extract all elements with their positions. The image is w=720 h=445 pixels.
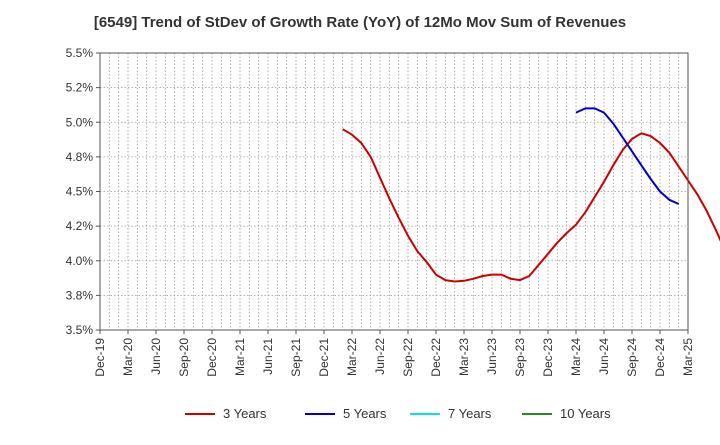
y-tick-label: 4.2% (66, 219, 94, 233)
y-tick-label: 4.0% (66, 254, 94, 268)
chart-title: [6549] Trend of StDev of Growth Rate (Yo… (93, 14, 627, 31)
legend-label-10-years: 10 Years (560, 406, 611, 421)
x-tick-label: Jun-22 (373, 338, 387, 375)
y-tick-label: 3.8% (66, 288, 94, 302)
x-tick-label: Jun-21 (261, 338, 275, 375)
x-tick-label: Dec-19 (93, 338, 107, 377)
series-line-5-years (575, 107, 680, 205)
legend-layer: 3 Years 5 Years 7 Years 10 Years (185, 406, 611, 421)
x-tick-label: Mar-21 (233, 338, 247, 376)
x-tick-label: Mar-25 (681, 338, 695, 376)
legend-label-3-years: 3 Years (223, 406, 267, 421)
x-tick-label: Dec-22 (429, 338, 443, 377)
x-tick-label: Mar-24 (569, 338, 583, 376)
x-tick-label: Sep-20 (177, 338, 191, 377)
legend-label-7-years: 7 Years (448, 406, 492, 421)
y-tick-label: 5.2% (66, 81, 94, 95)
x-tick-label: Jun-20 (149, 338, 163, 375)
x-tick-label: Dec-23 (541, 338, 555, 377)
axis-layer: 3.5% 3.8% 4.0% 4.2% 4.5% 4.8% 5.0% 5.2% 5.5% Dec-… (66, 46, 695, 377)
legend-label-5-years: 5 Years (343, 406, 387, 421)
x-tick-label: Mar-23 (457, 338, 471, 376)
x-tick-label: Mar-20 (121, 338, 135, 376)
series-line-3-years (342, 128, 720, 283)
y-tick-label: 3.5% (66, 323, 94, 337)
x-tick-label: Dec-24 (653, 338, 667, 377)
grid-layer (100, 53, 688, 330)
x-tick-label: Sep-23 (513, 338, 527, 377)
x-tick-label: Mar-22 (345, 338, 359, 376)
x-tick-label: Jun-23 (485, 338, 499, 375)
x-tick-label: Sep-21 (289, 338, 303, 377)
y-tick-label: 5.0% (66, 115, 94, 129)
y-tick-label: 4.5% (66, 185, 94, 199)
x-tick-label: Dec-21 (317, 338, 331, 377)
y-tick-label: 4.8% (66, 150, 94, 164)
x-tick-label: Sep-22 (401, 338, 415, 377)
x-tick-label: Jun-24 (597, 338, 611, 375)
series-layer (342, 107, 720, 283)
y-tick-label: 5.5% (66, 46, 94, 60)
x-tick-label: Sep-24 (625, 338, 639, 377)
x-tick-label: Dec-20 (205, 338, 219, 377)
